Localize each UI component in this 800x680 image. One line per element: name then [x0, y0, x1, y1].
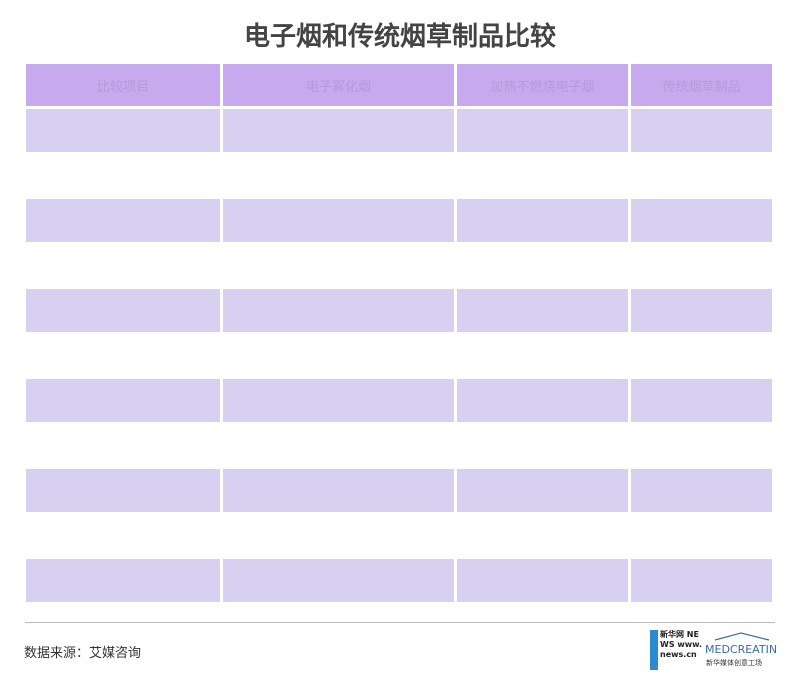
table-cell	[457, 512, 628, 559]
table-cell	[26, 152, 220, 199]
table-cell	[223, 422, 454, 469]
table-cell	[223, 289, 454, 332]
table-row	[26, 152, 772, 199]
table-cell	[26, 469, 220, 512]
table-row	[26, 559, 772, 602]
table-cell	[631, 109, 772, 152]
table-cell	[631, 199, 772, 242]
column-header: 比较项目	[26, 64, 220, 106]
table-cell	[631, 512, 772, 559]
table-row	[26, 332, 772, 379]
table-cell	[631, 242, 772, 289]
source-note: 数据来源：艾媒咨询	[24, 646, 142, 661]
table-cell	[457, 109, 628, 152]
table-cell	[26, 242, 220, 289]
divider	[25, 622, 775, 623]
table-row	[26, 289, 772, 332]
table-cell	[457, 332, 628, 379]
table-row	[26, 199, 772, 242]
table-row	[26, 379, 772, 422]
column-header: 传统烟草制品	[631, 64, 772, 106]
table-cell	[457, 152, 628, 199]
table-cell	[26, 559, 220, 602]
table-cell	[631, 559, 772, 602]
xinhuanet-logo-text: 新华网 NEWS www.news.cn	[660, 630, 703, 659]
table-cell	[223, 199, 454, 242]
table-cell	[457, 199, 628, 242]
table-cell	[223, 242, 454, 289]
logo-bar	[650, 630, 658, 670]
table-cell	[631, 332, 772, 379]
table-cell	[26, 379, 220, 422]
table-cell	[223, 559, 454, 602]
table-row	[26, 469, 772, 512]
table-cell	[457, 559, 628, 602]
table-row	[26, 422, 772, 469]
svg-text:新华媒体创意工场: 新华媒体创意工场	[706, 658, 762, 667]
table-cell	[457, 289, 628, 332]
table-cell	[26, 199, 220, 242]
table-cell	[26, 512, 220, 559]
page-title: 电子烟和传统烟草制品比较	[243, 22, 556, 52]
medcreating-logo: MEDCREATING 新华媒体创意工场	[705, 632, 777, 667]
table-cell	[223, 379, 454, 422]
table-row	[26, 512, 772, 559]
svg-text:MEDCREATING: MEDCREATING	[705, 643, 777, 656]
column-header: 电子雾化烟	[223, 64, 454, 106]
table-cell	[457, 379, 628, 422]
table-row	[26, 242, 772, 289]
table-cell	[26, 109, 220, 152]
table-cell	[223, 332, 454, 379]
table-row	[26, 109, 772, 152]
table-cell	[223, 469, 454, 512]
table-cell	[631, 152, 772, 199]
table-cell	[26, 422, 220, 469]
table-header-row: 比较项目 电子雾化烟 加热不燃烧电子烟 传统烟草制品	[26, 64, 772, 106]
table-cell	[223, 512, 454, 559]
table-cell	[631, 289, 772, 332]
table-cell	[457, 422, 628, 469]
column-header: 加热不燃烧电子烟	[457, 64, 628, 106]
table-cell	[26, 289, 220, 332]
table-cell	[457, 469, 628, 512]
table-cell	[631, 469, 772, 512]
table-cell	[223, 109, 454, 152]
table-cell	[457, 242, 628, 289]
xinhuanet-logo: 新华网 NEWS www.news.cn	[650, 630, 706, 670]
table-cell	[26, 332, 220, 379]
table-cell	[631, 422, 772, 469]
comparison-table: 比较项目 电子雾化烟 加热不燃烧电子烟 传统烟草制品	[26, 64, 772, 604]
table-cell	[631, 379, 772, 422]
table-cell	[223, 152, 454, 199]
